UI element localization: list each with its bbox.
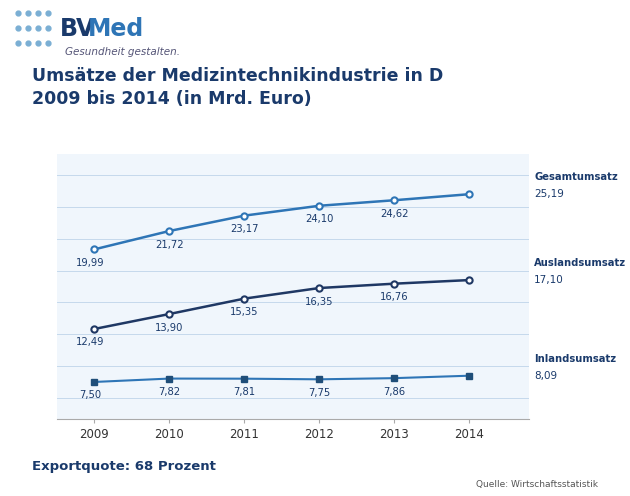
Text: 12,49: 12,49 [76,337,105,348]
Text: Quelle: Wirtschaftsstatistik: Quelle: Wirtschaftsstatistik [476,480,598,489]
Text: 8,09: 8,09 [534,371,558,381]
Text: 25,19: 25,19 [534,189,564,199]
Text: 7,86: 7,86 [383,387,405,397]
Text: 7,75: 7,75 [308,388,330,398]
Text: Inlandsumsatz: Inlandsumsatz [534,354,616,364]
Text: Auslandsumsatz: Auslandsumsatz [534,258,626,268]
Text: 23,17: 23,17 [230,224,258,234]
Text: 7,81: 7,81 [233,387,255,397]
Text: Exportquote: 68 Prozent: Exportquote: 68 Prozent [32,460,215,473]
Text: 17,10: 17,10 [534,275,564,285]
Text: 13,90: 13,90 [155,322,183,332]
Text: BV: BV [60,17,95,41]
Text: 19,99: 19,99 [76,258,105,268]
Text: 7,50: 7,50 [79,390,101,400]
Text: 24,10: 24,10 [305,214,333,224]
Text: Umsätze der Medizintechnikindustrie in D
2009 bis 2014 (in Mrd. Euro): Umsätze der Medizintechnikindustrie in D… [32,67,443,108]
Text: 7,82: 7,82 [158,387,180,397]
Text: Med: Med [88,17,144,41]
Text: Gesamtumsatz: Gesamtumsatz [534,172,618,182]
Text: 16,76: 16,76 [380,292,408,302]
Text: 15,35: 15,35 [230,307,258,317]
Text: 16,35: 16,35 [305,297,333,307]
Text: 21,72: 21,72 [155,240,183,249]
Text: 24,62: 24,62 [380,209,408,219]
Text: Gesundheit gestalten.: Gesundheit gestalten. [65,47,180,58]
